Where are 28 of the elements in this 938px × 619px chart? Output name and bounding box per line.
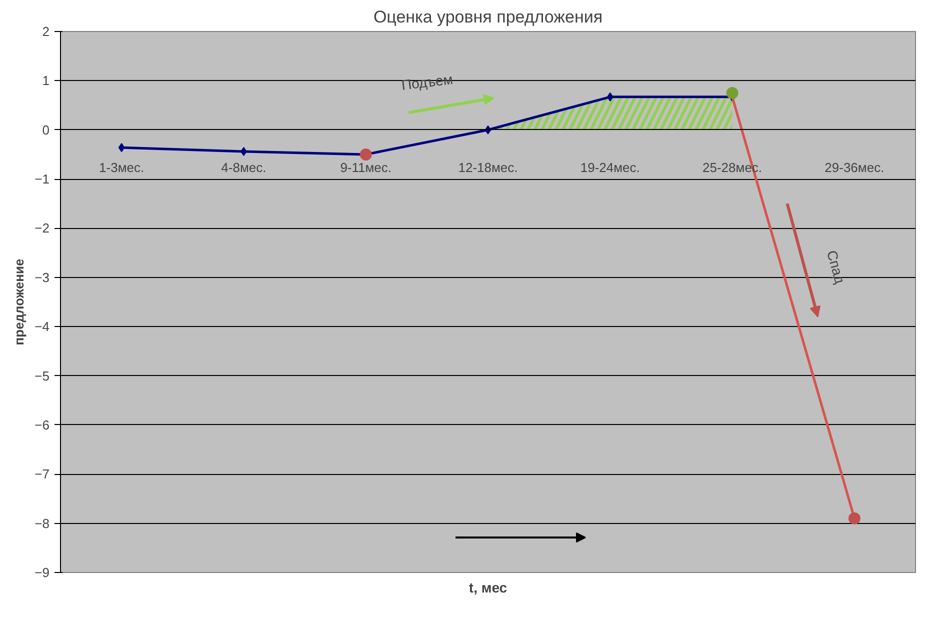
x-tick-label: 9-11мес. bbox=[340, 160, 392, 175]
y-tick-label: 0 bbox=[42, 122, 50, 138]
point bbox=[726, 86, 738, 99]
y-tick-label: −8 bbox=[34, 516, 50, 531]
x-tick-label: 12-18мес. bbox=[458, 160, 518, 175]
point bbox=[360, 148, 372, 160]
y-tick-label: −4 bbox=[34, 319, 50, 334]
y-tick-label: −5 bbox=[34, 368, 50, 384]
chart-title: Оценка уровня предложения bbox=[373, 8, 603, 26]
annotation: Спад bbox=[824, 248, 848, 286]
y-tick-label: 2 bbox=[42, 24, 50, 39]
x-axis-title: t, мес bbox=[468, 580, 508, 596]
y-tick-label: −1 bbox=[34, 172, 50, 187]
point bbox=[848, 512, 860, 524]
x-tick-label: 29-36мес. bbox=[824, 160, 884, 175]
y-tick-label: 1 bbox=[42, 73, 50, 88]
annotation: Подъем bbox=[400, 70, 454, 93]
y-tick-label: −3 bbox=[34, 270, 50, 285]
y-tick-label: −6 bbox=[34, 417, 50, 432]
y-tick-label: −7 bbox=[34, 466, 50, 482]
x-tick-label: 1-3мес. bbox=[99, 160, 144, 175]
point bbox=[118, 143, 125, 152]
y-tick-label: −2 bbox=[34, 220, 50, 236]
y-tick-label: −9 bbox=[34, 565, 50, 580]
x-tick-label: 4-8мес. bbox=[221, 160, 266, 175]
x-tick-label: 19-24мес. bbox=[580, 160, 640, 175]
point bbox=[606, 92, 614, 102]
y-axis-title: предложение bbox=[12, 258, 27, 346]
